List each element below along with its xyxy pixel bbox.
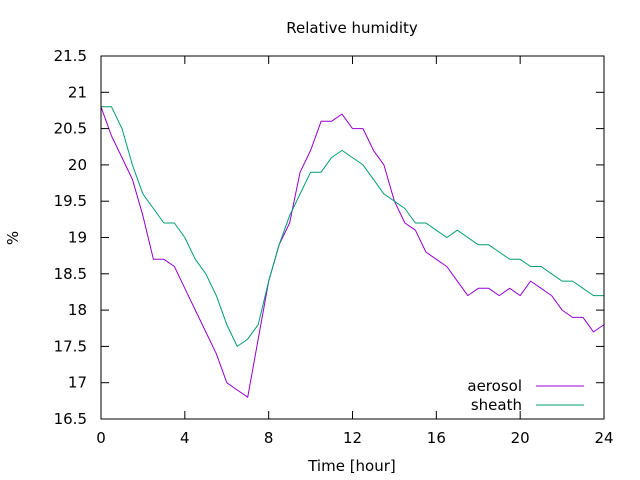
y-tick-label: 16.5 [54, 410, 87, 428]
x-tick-label: 0 [96, 429, 106, 447]
x-tick-label: 8 [264, 429, 274, 447]
series-line-sheath [101, 106, 604, 347]
y-tick-label: 21.5 [54, 47, 87, 65]
y-tick-label: 18 [68, 301, 87, 319]
x-tick-label: 12 [343, 429, 362, 447]
y-tick-label: 19 [68, 229, 87, 247]
x-tick-label: 4 [180, 429, 190, 447]
x-tick-label: 24 [594, 429, 613, 447]
y-tick-label: 18.5 [54, 265, 87, 283]
legend-label-aerosol: aerosol [467, 377, 522, 395]
y-tick-label: 17.5 [54, 337, 87, 355]
y-tick-label: 19.5 [54, 192, 87, 210]
y-axis-label: % [4, 231, 22, 245]
x-tick-label: 20 [511, 429, 530, 447]
axes-layer: 16.5 17 17.5 18 18.5 19 19.5 20 20.5 21 21.5 0 4 8 12 1… [54, 47, 614, 447]
series-line-aerosol [100, 106, 605, 398]
y-tick-label: 21 [68, 83, 87, 101]
y-tick-label: 20.5 [54, 120, 87, 138]
chart-title: Relative humidity [286, 19, 418, 37]
legend-label-sheath: sheath [471, 396, 522, 414]
y-tick-label: 20 [68, 156, 87, 174]
x-axis-label: Time [hour] [307, 457, 396, 475]
y-tick-label: 17 [68, 374, 87, 392]
x-tick-label: 16 [427, 429, 446, 447]
series-layer [100, 106, 605, 398]
